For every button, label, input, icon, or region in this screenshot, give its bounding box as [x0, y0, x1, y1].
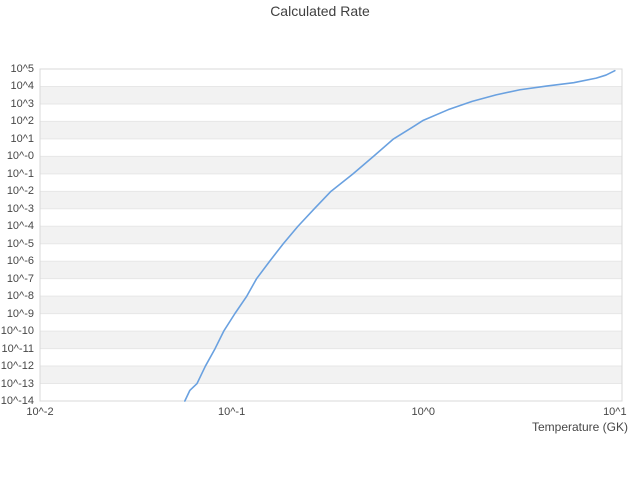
y-tick-label: 10^-7 [6, 272, 34, 285]
series-line [184, 69, 616, 402]
y-tick-label: 10^-1 [6, 167, 34, 180]
y-tick-label: 10^3 [10, 97, 34, 110]
y-tick-label: 10^-12 [0, 360, 34, 373]
plot-border [39, 68, 623, 402]
y-tick-label: 10^-9 [6, 307, 34, 320]
plot-band [40, 121, 622, 139]
x-axis-title: Temperature (GK) [531, 420, 628, 434]
y-tick-label: 10^-14 [0, 395, 34, 407]
x-tick-label: 10^0 [411, 406, 435, 418]
x-tick-label: 10^1 [603, 406, 627, 418]
plot-band [40, 156, 622, 174]
y-tick-label: 10^-8 [6, 290, 34, 303]
y-tick-label: 10^-0 [6, 150, 34, 163]
y-tick-label: 10^2 [10, 115, 34, 128]
y-tick-label: 10^-11 [1, 342, 34, 355]
y-tick-label: 10^-13 [0, 377, 34, 390]
y-tick-label: 10^4 [10, 80, 34, 93]
plot-band [40, 296, 622, 314]
x-tick-label: 10^-1 [218, 406, 246, 418]
y-tick-label: 10^-3 [6, 202, 34, 215]
y-tick-label: 10^-5 [6, 237, 34, 250]
y-tick-label: 10^5 [10, 63, 34, 75]
plot-band [40, 366, 622, 384]
plot-band [40, 261, 622, 279]
plot-band [40, 86, 622, 104]
y-tick-label: 10^-6 [6, 255, 34, 268]
y-tick-label: 10^-2 [6, 185, 34, 198]
y-tick-label: 10^1 [10, 132, 34, 145]
plot-band [40, 191, 622, 209]
chart-title: Calculated Rate [270, 3, 370, 19]
y-tick-label: 10^-4 [6, 220, 34, 233]
x-tick-label: 10^-2 [26, 406, 54, 418]
plot-band [40, 226, 622, 244]
y-tick-label: 10^-10 [0, 325, 34, 338]
plot-band [40, 331, 622, 349]
